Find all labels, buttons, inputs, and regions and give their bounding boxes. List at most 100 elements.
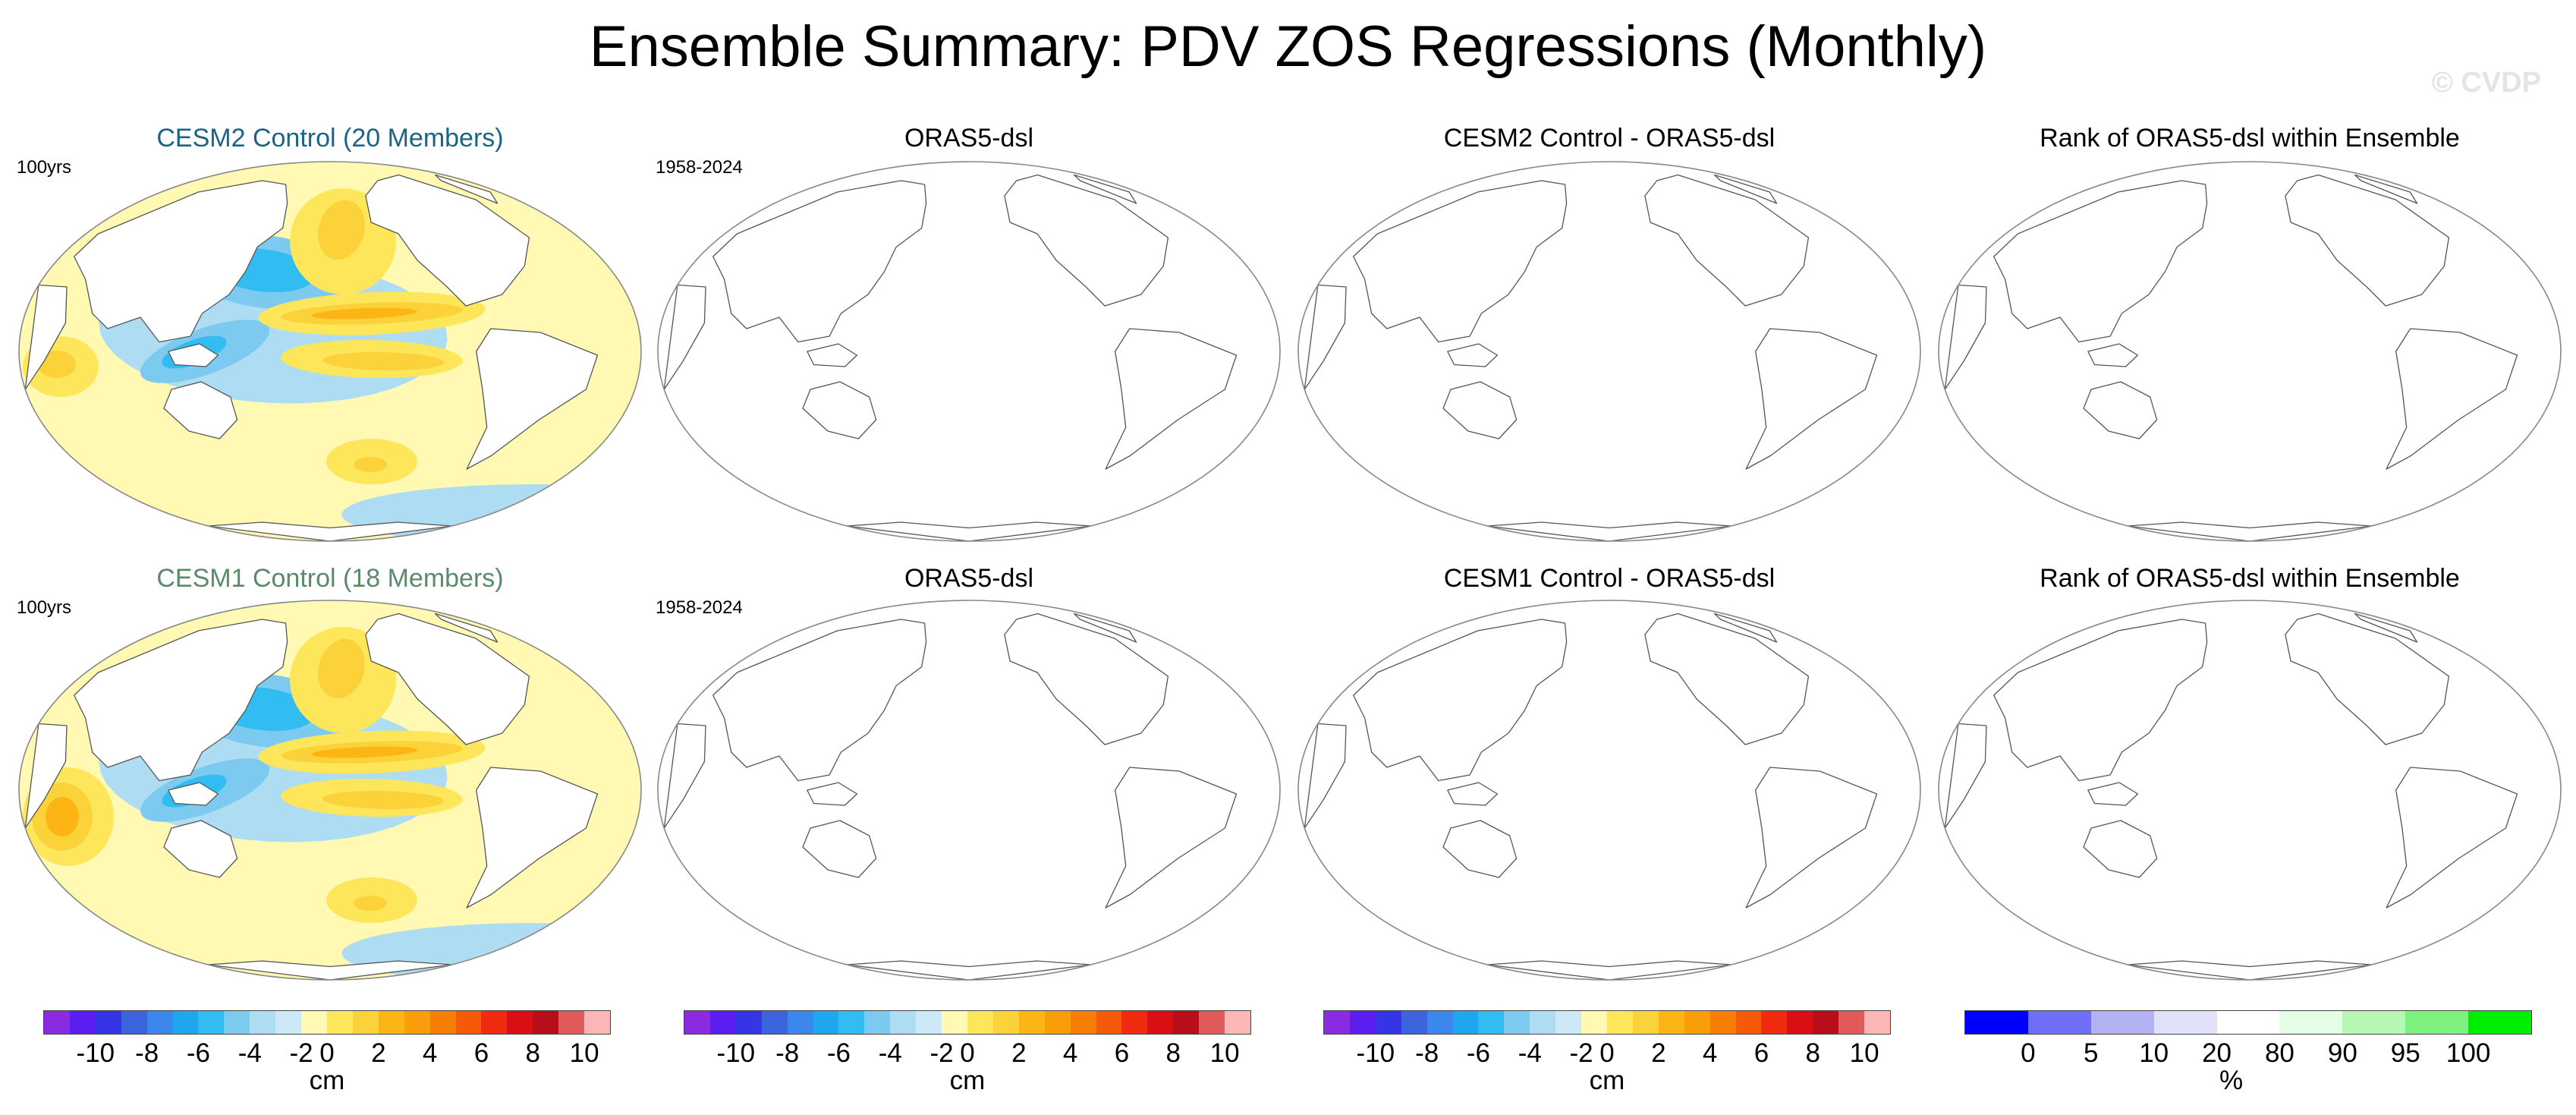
colorbar-swatch bbox=[1504, 1011, 1530, 1034]
colorbar-swatch bbox=[1096, 1011, 1122, 1034]
colorbar-tick-label: -10 bbox=[716, 1038, 756, 1068]
colorbar-swatch bbox=[1581, 1011, 1607, 1034]
map-border bbox=[1938, 600, 2562, 981]
period-label: 100yrs bbox=[17, 157, 72, 178]
world-map bbox=[1294, 597, 1924, 984]
regression-contour bbox=[311, 307, 417, 320]
colorbar-tick-label: -6 bbox=[826, 1038, 851, 1068]
south-america-landmass bbox=[466, 767, 599, 909]
colorbar-swatch bbox=[1555, 1011, 1582, 1034]
page-title: Ensemble Summary: PDV ZOS Regressions (M… bbox=[589, 14, 1987, 79]
antarctica-landmass bbox=[846, 521, 1092, 541]
colorbar-tick-label: -8 bbox=[775, 1038, 800, 1068]
colorbar-swatch bbox=[787, 1011, 813, 1034]
colorbar-tick-label: 4 bbox=[1062, 1038, 1078, 1068]
colorbar-swatch bbox=[735, 1011, 762, 1034]
colorbar-swatch bbox=[326, 1011, 353, 1034]
colorbar-tick-label: 6 bbox=[1754, 1038, 1769, 1068]
colorbar-tick-label: 2 bbox=[1011, 1038, 1027, 1068]
colorbar-swatch bbox=[2153, 1011, 2217, 1034]
colorbar-swatch bbox=[1147, 1011, 1174, 1034]
north-america-landmass bbox=[1004, 613, 1169, 745]
indonesia-landmass bbox=[2087, 782, 2139, 806]
colorbar-tick-label: 4 bbox=[422, 1038, 438, 1068]
indonesia-landmass bbox=[1447, 343, 1499, 367]
map-border bbox=[657, 600, 1281, 981]
south-america-landmass bbox=[1745, 328, 1878, 470]
colorbar bbox=[43, 1010, 611, 1035]
australia-landmass bbox=[802, 381, 877, 439]
panel-title: CESM1 Control (18 Members) bbox=[156, 564, 504, 593]
colorbar-unit: cm bbox=[949, 1066, 986, 1095]
greenland-landmass bbox=[1713, 613, 1778, 643]
antarctica-landmass bbox=[207, 521, 453, 541]
regression-contour bbox=[38, 351, 76, 378]
colorbar-ticks: -10 -8 -6 -4 -2 0 2 4 6 8 10 bbox=[684, 1037, 1250, 1070]
colorbar-swatch bbox=[838, 1011, 865, 1034]
colorbar-tick-label: -2 bbox=[929, 1038, 954, 1068]
australia-landmass bbox=[163, 381, 238, 439]
colorbar-swatch bbox=[1426, 1011, 1453, 1034]
colorbar-tick-label: -2 bbox=[1569, 1038, 1593, 1068]
colorbar-unit: cm bbox=[1589, 1066, 1625, 1095]
colorbar-swatch bbox=[584, 1011, 610, 1034]
north-america-landmass bbox=[365, 613, 530, 745]
regression-contour bbox=[354, 896, 387, 911]
colorbar-swatch bbox=[1813, 1011, 1839, 1034]
map-border bbox=[657, 161, 1281, 542]
colorbar-swatch bbox=[2279, 1011, 2343, 1034]
colorbar bbox=[1964, 1010, 2532, 1035]
greenland-landmass bbox=[2354, 174, 2418, 204]
colorbar-swatch bbox=[1864, 1011, 1890, 1034]
colorbar-swatch bbox=[1709, 1011, 1736, 1034]
colorbar-tick-label: -4 bbox=[237, 1038, 262, 1068]
colorbar-tick-label: 10 bbox=[1849, 1038, 1879, 1068]
colorbar-tick-label: -4 bbox=[878, 1038, 902, 1068]
map-border bbox=[1938, 161, 2562, 542]
colorbar-tick-label: 10 bbox=[569, 1038, 599, 1068]
world-map bbox=[15, 597, 645, 984]
panel-title: ORAS5-dsl bbox=[904, 564, 1034, 593]
colorbar-swatch bbox=[404, 1011, 430, 1034]
asia-landmass bbox=[1353, 619, 1568, 782]
antarctica-landmass bbox=[2127, 521, 2373, 541]
map-svg bbox=[657, 161, 1281, 542]
colorbar-ticks: 0 5 10 20 80 90 95 100 bbox=[1965, 1037, 2531, 1070]
colorbar-swatch bbox=[2468, 1011, 2532, 1034]
colorbar-tick-label: 10 bbox=[2139, 1038, 2169, 1068]
colorbar-swatch bbox=[429, 1011, 456, 1034]
world-map bbox=[1935, 158, 2565, 545]
colorbar-tick-label: 2 bbox=[371, 1038, 386, 1068]
colorbar-swatch bbox=[1018, 1011, 1045, 1034]
colorbar-swatch bbox=[121, 1011, 147, 1034]
map-svg bbox=[1938, 600, 2562, 981]
colorbar-swatch bbox=[1121, 1011, 1148, 1034]
panel-title: ORAS5-dsl bbox=[904, 124, 1034, 153]
map-border bbox=[18, 600, 642, 981]
antarctica-landmass bbox=[207, 960, 453, 980]
colorbar-tick-label: 0 bbox=[960, 1038, 975, 1068]
regression-contour bbox=[322, 351, 444, 371]
map-svg bbox=[1297, 161, 1921, 542]
greenland-landmass bbox=[1073, 613, 1137, 643]
world-map bbox=[654, 597, 1284, 984]
world-map bbox=[654, 158, 1284, 545]
south-america-landmass bbox=[1105, 767, 1238, 909]
indonesia-landmass bbox=[168, 782, 219, 806]
colorbar-ticks: -10 -8 -6 -4 -2 0 2 4 6 8 10 bbox=[44, 1037, 610, 1070]
colorbar-tick-label: -4 bbox=[1518, 1038, 1542, 1068]
colorbar-swatch bbox=[507, 1011, 533, 1034]
regression-contour bbox=[322, 790, 444, 810]
africa-landmass bbox=[663, 723, 706, 829]
antarctica-landmass bbox=[2127, 960, 2373, 980]
colorbar-tick-label: 0 bbox=[319, 1038, 335, 1068]
colorbar-swatch bbox=[916, 1011, 942, 1034]
colorbar-swatch bbox=[1070, 1011, 1096, 1034]
colorbar-tick-label: 90 bbox=[2327, 1038, 2357, 1068]
colorbar-swatch bbox=[455, 1011, 482, 1034]
colorbar-tick-label: 95 bbox=[2390, 1038, 2420, 1068]
colorbar-swatch bbox=[481, 1011, 508, 1034]
colorbar-swatch bbox=[761, 1011, 788, 1034]
panel-title: CESM2 Control (20 Members) bbox=[156, 124, 504, 153]
colorbar-swatch bbox=[709, 1011, 736, 1034]
